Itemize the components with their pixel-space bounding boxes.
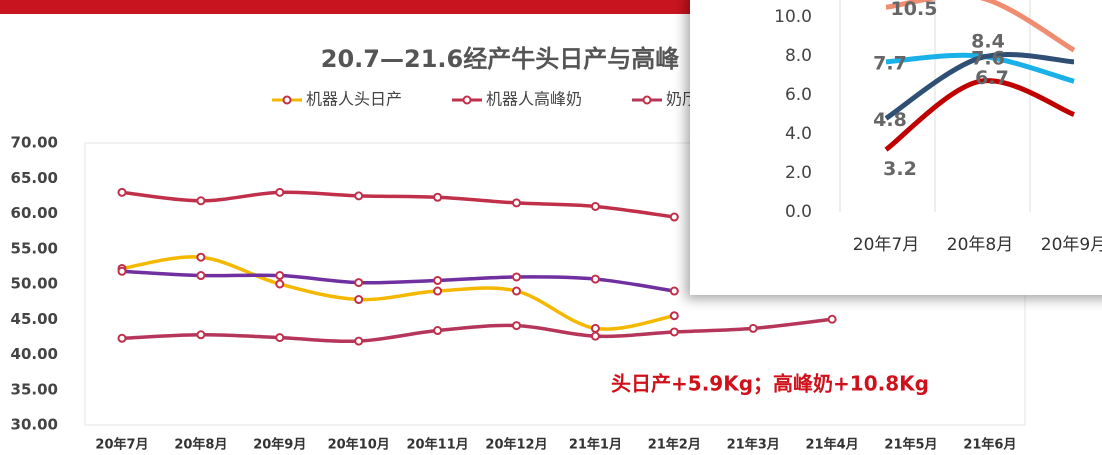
legend-label: 机器人高峰奶 xyxy=(486,90,582,109)
x-tick-label: 21年5月 xyxy=(884,437,937,453)
x-tick-label: 21年6月 xyxy=(963,437,1016,453)
x-tick-label: 20年9月 xyxy=(253,437,306,453)
x-tick-label: 20年7月 xyxy=(95,437,148,453)
x-tick-label: 21年4月 xyxy=(806,437,859,453)
y-tick-label: 30.00 xyxy=(11,416,58,434)
point xyxy=(512,272,521,282)
y-tick-label: 0.0 xyxy=(785,202,812,222)
inset-chart: 0.02.04.06.08.010.020年7月20年8月20年9月10.511… xyxy=(774,0,1102,255)
main-chart: 30.00 35.00 40.00 45.00 50.00 55.00 60.00 65.00… xyxy=(11,90,1017,453)
legend-marker xyxy=(462,95,472,105)
x-tick-label: 20年8月 xyxy=(947,235,1013,255)
point xyxy=(590,274,600,284)
point xyxy=(275,187,285,197)
data-label: 4.8 xyxy=(873,109,907,131)
point xyxy=(117,266,127,276)
series-line xyxy=(884,78,1075,152)
data-label: 8.4 xyxy=(971,31,1005,53)
point xyxy=(669,311,679,321)
point xyxy=(117,187,127,197)
point xyxy=(512,321,521,331)
x-tick-label: 20年10月 xyxy=(328,437,390,453)
data-label: 6.7 xyxy=(975,67,1009,89)
legend-label: 机器人头日产 xyxy=(306,90,402,109)
point xyxy=(196,330,206,340)
point xyxy=(196,196,206,206)
point xyxy=(669,212,679,222)
x-tick-label: 20年9月 xyxy=(1041,235,1102,255)
point xyxy=(275,333,285,343)
point xyxy=(669,286,679,296)
y-tick-label: 50.00 xyxy=(11,275,58,293)
data-label: 7.7 xyxy=(873,52,907,74)
x-tick-label: 20年11月 xyxy=(407,437,469,453)
y-tick-label: 70.00 xyxy=(11,134,58,152)
data-label: 10.5 xyxy=(891,0,938,20)
point xyxy=(354,295,364,305)
point xyxy=(748,323,758,333)
y-tick-label: 8.0 xyxy=(785,46,812,66)
y-tick-label: 45.00 xyxy=(11,310,58,328)
point xyxy=(354,191,364,201)
data-label: 7.6 xyxy=(971,47,1005,69)
point xyxy=(117,333,127,343)
x-tick-label: 20年12月 xyxy=(485,437,547,453)
y-tick-label: 35.00 xyxy=(11,380,58,398)
point xyxy=(196,252,206,262)
legend-marker xyxy=(282,95,292,105)
series-line xyxy=(121,269,675,293)
point xyxy=(590,201,600,211)
point xyxy=(433,286,443,296)
data-label: 3.2 xyxy=(883,158,917,180)
x-tick-label: 21年1月 xyxy=(569,437,622,453)
x-tick-label: 20年7月 xyxy=(853,235,919,255)
series-line xyxy=(121,317,833,344)
point xyxy=(827,314,837,324)
inset-panel xyxy=(690,0,1102,295)
chart-title: 20.7—21.6经产牛头日产与高峰 xyxy=(321,45,679,73)
point xyxy=(354,336,364,346)
y-tick-label: 2.0 xyxy=(785,163,812,183)
x-tick-label: 21年3月 xyxy=(727,437,780,453)
x-tick-label: 21年2月 xyxy=(648,437,701,453)
header-bar xyxy=(0,0,700,14)
point xyxy=(590,331,600,341)
y-tick-label: 4.0 xyxy=(785,124,812,144)
point xyxy=(433,192,443,202)
y-tick-label: 6.0 xyxy=(785,85,812,105)
point xyxy=(196,271,206,281)
point xyxy=(590,323,600,333)
point xyxy=(433,326,443,336)
y-tick-label: 55.00 xyxy=(11,239,58,257)
point xyxy=(275,279,285,289)
point xyxy=(512,198,521,208)
y-tick-label: 10.0 xyxy=(774,7,812,27)
point xyxy=(354,278,364,288)
series-line xyxy=(121,190,675,219)
point xyxy=(512,286,521,296)
series-line xyxy=(884,52,1075,121)
legend-marker xyxy=(642,95,652,105)
point xyxy=(433,275,443,285)
series-line xyxy=(885,0,1076,53)
point xyxy=(669,327,679,337)
annotation: 头日产+5.9Kg；高峰奶+10.8Kg xyxy=(611,372,929,396)
x-tick-label: 20年8月 xyxy=(174,437,227,453)
y-tick-label: 65.00 xyxy=(11,169,58,187)
y-tick-label: 60.00 xyxy=(11,204,58,222)
y-tick-label: 40.00 xyxy=(11,345,58,363)
point xyxy=(275,271,285,281)
